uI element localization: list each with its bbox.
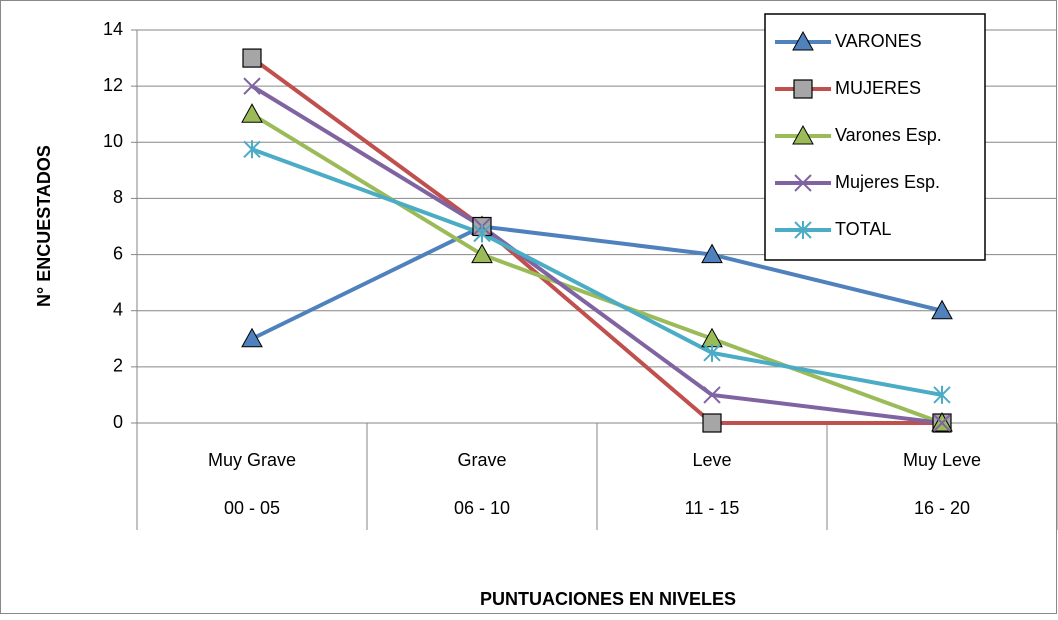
y-tick-label: 4	[113, 299, 123, 319]
data-point	[471, 243, 493, 264]
x-tick-label: Leve	[692, 450, 731, 470]
y-tick-label: 12	[103, 75, 123, 95]
series-line	[250, 56, 942, 425]
y-axis-label: N° ENCUESTADOS	[34, 145, 54, 307]
y-tick-label: 0	[113, 412, 123, 432]
x-tick-range: 06 - 10	[454, 498, 510, 518]
y-tick-label: 2	[113, 356, 123, 376]
y-tick-label: 14	[103, 19, 123, 39]
x-tick-range: 11 - 15	[685, 498, 740, 518]
x-tick-label: Muy Leve	[903, 450, 981, 470]
x-tick-label: Muy Grave	[208, 450, 296, 470]
series-line	[250, 84, 943, 425]
data-point	[241, 327, 263, 348]
x-tick-range: 16 - 20	[914, 498, 970, 518]
x-axis-label: PUNTUACIONES EN NIVELES	[480, 589, 736, 609]
data-point	[933, 385, 951, 404]
data-point	[243, 77, 261, 95]
legend-marker	[794, 221, 812, 239]
y-tick-label: 10	[103, 131, 123, 151]
data-point	[241, 103, 263, 123]
data-point	[703, 386, 721, 404]
legend-marker	[794, 174, 812, 192]
legend-label: Varones Esp.	[835, 125, 942, 145]
legend-label: Mujeres Esp.	[835, 172, 940, 192]
data-point	[933, 414, 951, 432]
data-point	[242, 48, 262, 68]
y-tick-label: 8	[113, 187, 123, 207]
data-point	[931, 299, 953, 320]
y-tick-label: 6	[113, 243, 123, 263]
data-point	[701, 243, 723, 264]
series-line	[251, 224, 943, 341]
legend-label: TOTAL	[835, 219, 891, 239]
data-point	[702, 413, 722, 433]
series-line	[251, 147, 943, 397]
legend-marker	[792, 30, 814, 51]
data-point	[473, 224, 491, 243]
series-line	[250, 112, 943, 425]
legend-marker	[792, 124, 814, 145]
legend-label: MUJERES	[835, 78, 921, 98]
legend-label: VARONES	[835, 31, 922, 51]
data-point	[703, 343, 721, 362]
legend-marker	[793, 79, 813, 99]
x-tick-range: 00 - 05	[224, 498, 280, 518]
data-point	[243, 140, 261, 159]
x-tick-label: Grave	[457, 450, 506, 470]
